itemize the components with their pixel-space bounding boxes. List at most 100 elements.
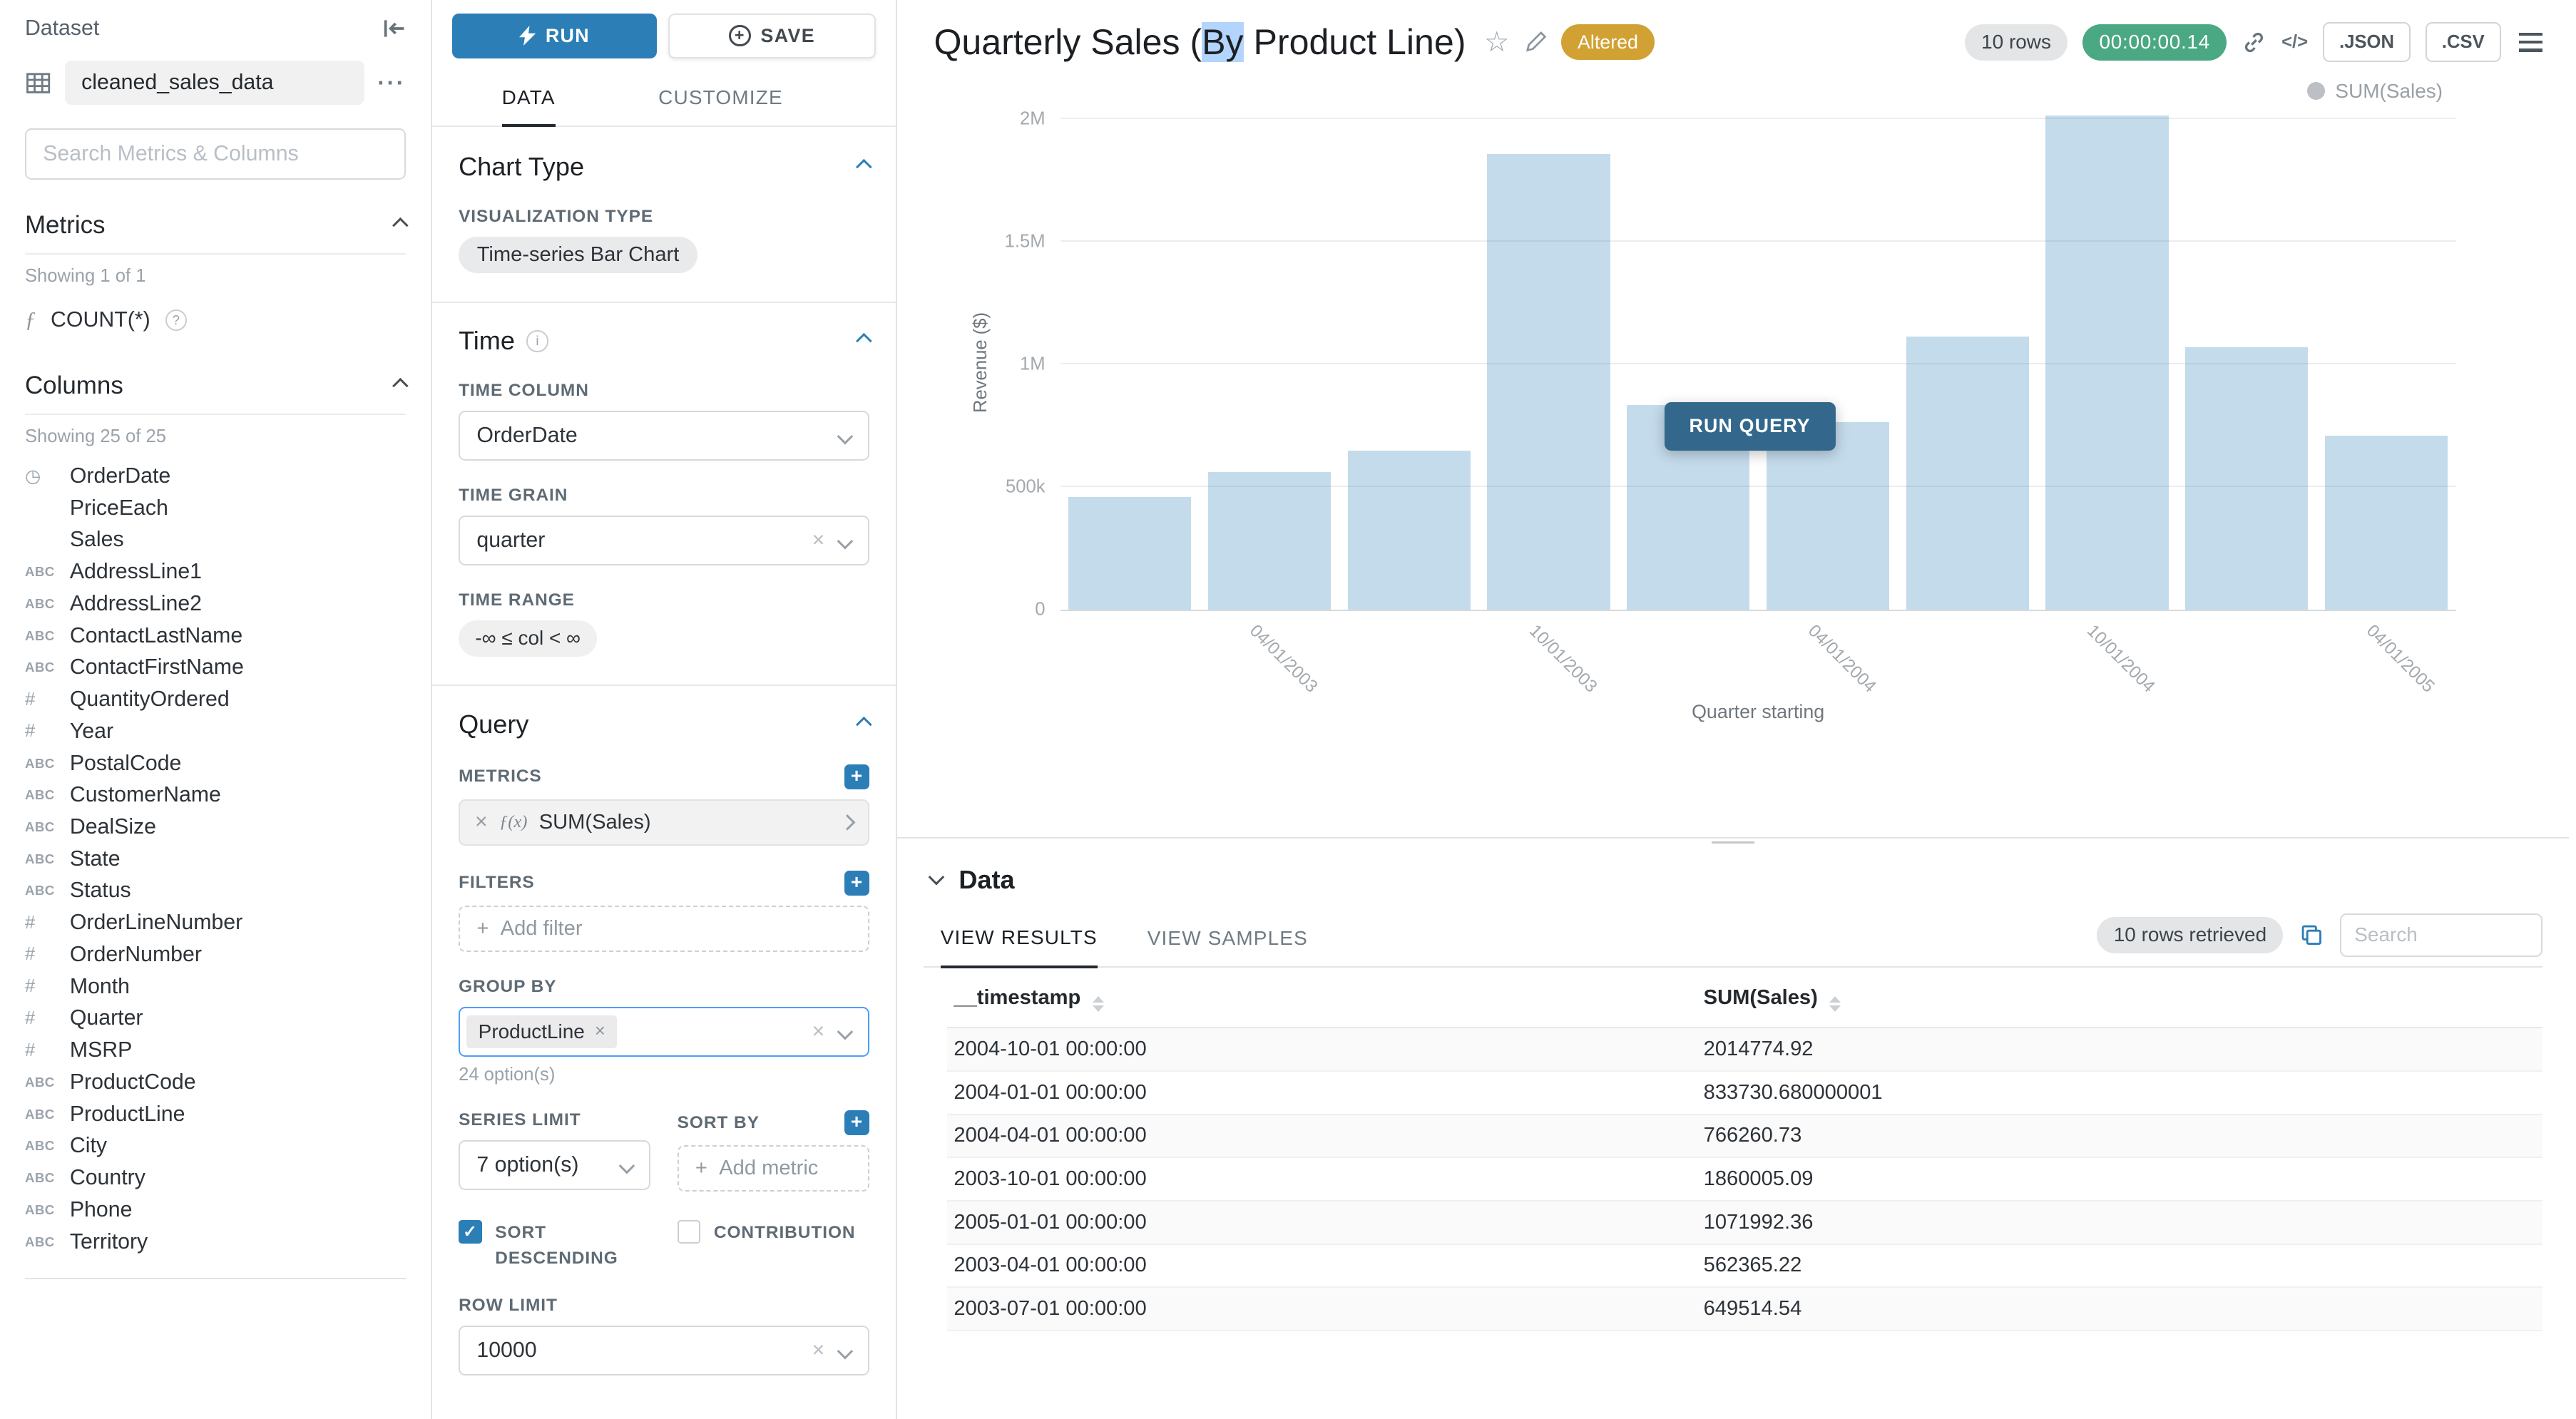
table-row[interactable]: 2003-07-01 00:00:00 649514.54	[947, 1287, 2542, 1331]
column-header-timestamp[interactable]: __timestamp	[947, 971, 1697, 1029]
tab-data[interactable]: DATA	[501, 73, 556, 128]
copy-icon[interactable]	[2300, 923, 2324, 947]
time-grain-select[interactable]: quarter ×	[459, 516, 869, 566]
column-item[interactable]: ABC Country	[25, 1162, 406, 1194]
table-row[interactable]: 2003-10-01 00:00:00 1860005.09	[947, 1157, 2542, 1202]
add-filter-dropzone[interactable]: + Add filter	[459, 905, 869, 952]
column-item[interactable]: ABC Phone	[25, 1194, 406, 1226]
table-row[interactable]: 2005-01-01 00:00:00 1071992.36	[947, 1200, 2542, 1245]
viz-type-pill[interactable]: Time-series Bar Chart	[459, 236, 697, 274]
chart-legend[interactable]: SUM(Sales)	[2306, 80, 2443, 103]
data-panel-tabs: VIEW RESULTS VIEW SAMPLES 10 rows retrie…	[924, 913, 2542, 968]
collapse-query-icon[interactable]	[855, 716, 872, 733]
sort-by-add-metric[interactable]: + Add metric	[677, 1145, 869, 1192]
time-column-select[interactable]: OrderDate	[459, 411, 869, 461]
tab-view-results[interactable]: VIEW RESULTS	[940, 926, 1098, 968]
column-item[interactable]: # OrderLineNumber	[25, 907, 406, 939]
remove-tag-icon[interactable]: ×	[594, 1021, 605, 1042]
share-link-icon[interactable]	[2242, 30, 2266, 55]
bar[interactable]	[2185, 347, 2309, 610]
metrics-columns-search-input[interactable]	[24, 128, 406, 180]
help-icon[interactable]: ?	[165, 309, 187, 331]
row-limit-select[interactable]: 10000 ×	[459, 1325, 869, 1376]
export-csv-button[interactable]: .CSV	[2425, 22, 2501, 63]
add-sort-metric-button[interactable]: +	[844, 1110, 869, 1136]
menu-icon[interactable]	[2516, 29, 2546, 55]
column-name: ProductCode	[69, 1070, 196, 1094]
dataset-name[interactable]: cleaned_sales_data	[64, 61, 364, 106]
add-filter-button[interactable]: +	[844, 870, 869, 896]
column-item[interactable]: PriceEach	[25, 492, 406, 524]
tab-view-samples[interactable]: VIEW SAMPLES	[1147, 927, 1308, 950]
resize-handle[interactable]	[1698, 839, 1769, 847]
column-item[interactable]: ABC PostalCode	[25, 747, 406, 779]
collapse-time-icon[interactable]	[855, 332, 872, 349]
collapse-metrics-icon[interactable]	[392, 217, 409, 234]
column-item[interactable]: ABC ContactLastName	[25, 620, 406, 652]
column-item[interactable]: ABC DealSize	[25, 811, 406, 844]
bar[interactable]	[1347, 450, 1471, 610]
favorite-star-icon[interactable]: ☆	[1484, 26, 1510, 58]
edit-title-icon[interactable]	[1525, 31, 1546, 53]
export-json-button[interactable]: .JSON	[2323, 22, 2411, 63]
embed-code-icon[interactable]: </>	[2281, 31, 2309, 52]
dataset-more-options-icon[interactable]: ···	[377, 69, 406, 96]
collapse-chart-type-icon[interactable]	[855, 158, 872, 175]
column-item[interactable]: ABC City	[25, 1130, 406, 1162]
column-item[interactable]: ABC Status	[25, 875, 406, 907]
sort-descending-checkbox[interactable]: ✓ SORT DESCENDING	[459, 1220, 650, 1271]
bar[interactable]	[1766, 421, 1890, 610]
table-row[interactable]: 2004-01-01 00:00:00 833730.680000001	[947, 1071, 2542, 1115]
bar[interactable]	[1487, 153, 1610, 610]
altered-badge[interactable]: Altered	[1560, 24, 1655, 61]
bar[interactable]	[2324, 436, 2448, 610]
collapse-data-icon[interactable]	[928, 869, 945, 886]
column-item[interactable]: # OrderNumber	[25, 939, 406, 971]
bar[interactable]	[1068, 497, 1192, 610]
column-header-sum-sales[interactable]: SUM(Sales)	[1697, 971, 2542, 1029]
column-item[interactable]: ABC CustomerName	[25, 779, 406, 811]
group-by-select[interactable]: ProductLine × ×	[459, 1006, 869, 1057]
series-limit-select[interactable]: 7 option(s)	[459, 1140, 651, 1191]
column-name: State	[69, 846, 121, 871]
clear-icon[interactable]: ×	[812, 1019, 825, 1043]
clear-icon[interactable]: ×	[812, 528, 825, 553]
timestamp-cell: 2003-10-01 00:00:00	[947, 1157, 1697, 1202]
contribution-checkbox[interactable]: CONTRIBUTION	[677, 1220, 869, 1271]
run-query-button[interactable]: RUN QUERY	[1664, 401, 1836, 451]
metric-chip[interactable]: × ƒ(x) SUM(Sales)	[459, 799, 869, 846]
table-row[interactable]: 2003-04-01 00:00:00 562365.22	[947, 1244, 2542, 1289]
column-item[interactable]: # QuantityOrdered	[25, 684, 406, 716]
column-item[interactable]: # MSRP	[25, 1035, 406, 1067]
column-item[interactable]: # Quarter	[25, 1003, 406, 1035]
bar[interactable]	[2045, 116, 2169, 610]
chart-title[interactable]: Quarterly Sales (By Product Line)	[934, 21, 1466, 63]
tab-customize[interactable]: CUSTOMIZE	[658, 86, 783, 109]
column-item[interactable]: ◷ OrderDate	[25, 461, 406, 493]
column-item[interactable]: ABC AddressLine1	[25, 556, 406, 588]
column-item[interactable]: Sales	[25, 524, 406, 556]
bar[interactable]	[1207, 471, 1332, 610]
column-item[interactable]: ABC AddressLine2	[25, 588, 406, 620]
column-item[interactable]: ABC ProductCode	[25, 1067, 406, 1099]
column-item[interactable]: ABC Territory	[25, 1226, 406, 1258]
table-row[interactable]: 2004-04-01 00:00:00 766260.73	[947, 1114, 2542, 1159]
column-item[interactable]: # Month	[25, 970, 406, 1003]
column-item[interactable]: ABC ContactFirstName	[25, 652, 406, 684]
column-item[interactable]: ABC State	[25, 843, 406, 875]
remove-metric-icon[interactable]: ×	[475, 810, 488, 834]
clear-icon[interactable]: ×	[812, 1338, 825, 1362]
metric-item[interactable]: ƒ COUNT(*) ?	[25, 300, 406, 340]
column-item[interactable]: ABC ProductLine	[25, 1098, 406, 1130]
time-range-pill[interactable]: -∞ ≤ col < ∞	[459, 620, 598, 657]
collapse-columns-icon[interactable]	[392, 377, 409, 394]
column-name: QuantityOrdered	[69, 687, 230, 712]
table-row[interactable]: 2004-10-01 00:00:00 2014774.92	[947, 1028, 2542, 1072]
bar[interactable]	[1906, 336, 2029, 610]
run-button[interactable]: RUN	[451, 13, 657, 58]
collapse-panel-icon[interactable]	[382, 19, 406, 39]
column-item[interactable]: # Year	[25, 715, 406, 747]
results-search-input[interactable]	[2339, 913, 2542, 957]
add-metric-button[interactable]: +	[844, 764, 869, 789]
save-button[interactable]: + SAVE	[668, 13, 876, 58]
